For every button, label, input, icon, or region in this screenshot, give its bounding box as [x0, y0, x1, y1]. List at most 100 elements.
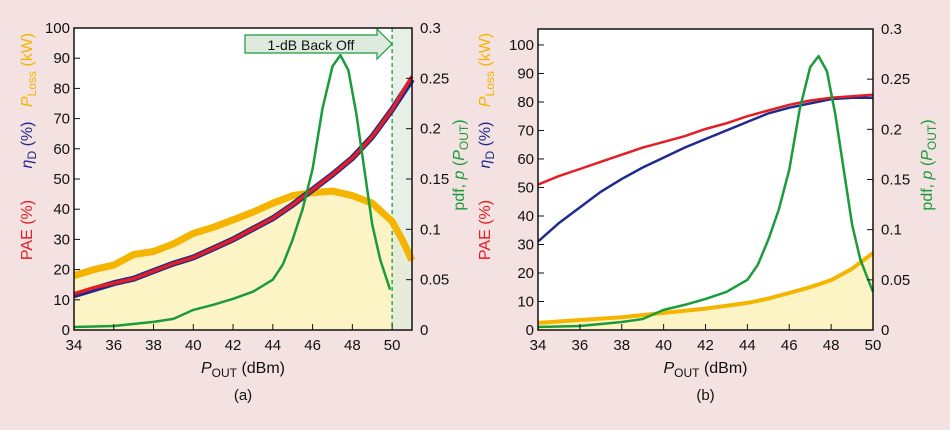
x-label-unit: (dBm): [237, 360, 285, 377]
y2-tick-label: 0: [881, 322, 889, 339]
pdf-close: ): [451, 119, 468, 124]
y2-tick-label: 0.1: [420, 221, 441, 238]
y2-tick-label: 0.2: [881, 121, 902, 138]
ploss-area: [74, 191, 412, 330]
x-tick-label: 34: [530, 337, 547, 354]
y2-tick-label: 0.15: [420, 171, 449, 188]
x-tick-label: 36: [572, 337, 589, 354]
y2-tick-label: 0.25: [881, 71, 910, 88]
x-label-sub: OUT: [674, 366, 700, 380]
y2-tick-label: 0.2: [420, 121, 441, 138]
ploss-line: [537, 251, 875, 325]
pdf-close: ): [919, 119, 936, 124]
y-tick-label: 60: [53, 141, 70, 158]
pae-line: [73, 75, 414, 296]
x-tick-label: 44: [739, 337, 756, 354]
y-tick-label: 10: [517, 293, 534, 310]
pdf-line: [73, 53, 392, 329]
y2-tick-label: 0.3: [420, 20, 441, 37]
backoff-label: 1-dB Back Off: [268, 37, 355, 53]
y-tick-label: 80: [517, 94, 534, 111]
plot-area: [538, 29, 873, 330]
ploss-axis-label: PLoss (kW): [19, 33, 39, 107]
panel-b: 34 36 38 40 42 44 46 48 500102030405060708090100…: [477, 21, 939, 404]
pae-axis-label: PAE (%): [477, 200, 494, 260]
y-tick-label: 20: [517, 265, 534, 282]
pdf-line: [537, 54, 875, 329]
ploss-area: [538, 253, 873, 330]
x-tick-label: 48: [823, 337, 840, 354]
y-tick-label: 20: [53, 262, 70, 279]
pdf-main: pdf,: [451, 179, 468, 210]
pdf-open: (: [919, 160, 936, 170]
y-tick-label: 30: [517, 236, 534, 253]
pdf-sub: OUT: [457, 124, 471, 150]
y2-tick-label: 0: [420, 322, 428, 339]
y-tick-label: 80: [53, 80, 70, 97]
x-label-main: P: [663, 360, 674, 377]
y-tick-label: 100: [509, 37, 534, 54]
x-tick-label: 46: [304, 337, 321, 354]
x-tick-label: 50: [384, 337, 401, 354]
eta-main: η: [477, 159, 494, 168]
ploss-sub: Loss: [483, 71, 497, 96]
x-tick-label: 40: [655, 337, 672, 354]
pdf-axis-label: pdf, p (POUT): [919, 119, 939, 210]
y2-tick-label: 0.1: [881, 222, 902, 239]
y-tick-label: 40: [517, 208, 534, 225]
y-tick-label: 40: [53, 201, 70, 218]
ploss-line: [72, 187, 416, 279]
y-tick-label: 0: [62, 322, 70, 339]
y-tick-label: 0: [526, 322, 534, 339]
x-tick-label: 44: [264, 337, 281, 354]
eta-unit: (%): [19, 122, 36, 151]
y-tick-label: 70: [53, 111, 70, 128]
pdf-main: pdf,: [919, 179, 936, 210]
x-label-main: P: [201, 360, 212, 377]
x-tick-label: 48: [344, 337, 361, 354]
pdf-p: p: [451, 170, 468, 180]
pdf-axis-label: pdf, p (POUT): [451, 119, 471, 210]
y-tick-label: 90: [517, 65, 534, 82]
panel-label: (a): [234, 387, 252, 404]
eta-sub: D: [25, 151, 39, 160]
pae-line: [537, 93, 874, 186]
backoff-arrow: [244, 27, 393, 61]
eta-axis-label: ηD (%): [19, 122, 39, 169]
y-tick-label: 100: [45, 20, 70, 37]
ploss-unit: (kW): [19, 33, 36, 71]
ploss-main: P: [19, 96, 36, 107]
eta-axis-label: ηD (%): [477, 122, 497, 169]
x-tick-label: 40: [185, 337, 202, 354]
x-tick-label: 36: [105, 337, 122, 354]
x-tick-label: 34: [66, 337, 83, 354]
eta-unit: (%): [477, 122, 494, 151]
x-axis-label: POUT (dBm): [663, 360, 747, 380]
y2-tick-label: 0.15: [881, 172, 910, 189]
x-tick-label: 42: [225, 337, 242, 354]
ploss-main: P: [477, 96, 494, 107]
pdf-sub-main: P: [451, 150, 468, 161]
x-axis-label: POUT (dBm): [201, 360, 285, 380]
y-tick-label: 30: [53, 231, 70, 248]
y2-tick-label: 0.05: [881, 272, 910, 289]
eta-d-line: [537, 96, 873, 243]
eta-main: η: [19, 159, 36, 168]
panel-label: (b): [696, 387, 714, 404]
ploss-axis-label: PLoss (kW): [477, 33, 497, 107]
pdf-sub: OUT: [925, 124, 939, 150]
x-tick-label: 50: [865, 337, 882, 354]
pae-axis-label: PAE (%): [19, 200, 36, 260]
x-tick-label: 42: [697, 337, 714, 354]
y2-tick-label: 0.25: [420, 70, 449, 87]
y-tick-label: 10: [53, 292, 70, 309]
x-tick-label: 46: [781, 337, 798, 354]
ploss-unit: (kW): [477, 33, 494, 71]
pdf-open: (: [451, 160, 468, 170]
ploss-sub: Loss: [25, 71, 39, 96]
y-tick-label: 50: [53, 171, 70, 188]
panel-a: 1-dB Back Off 34 36 38 40 42 44 46 48 50 0 10 20 30 40…: [19, 20, 471, 404]
pdf-p: p: [919, 170, 936, 180]
